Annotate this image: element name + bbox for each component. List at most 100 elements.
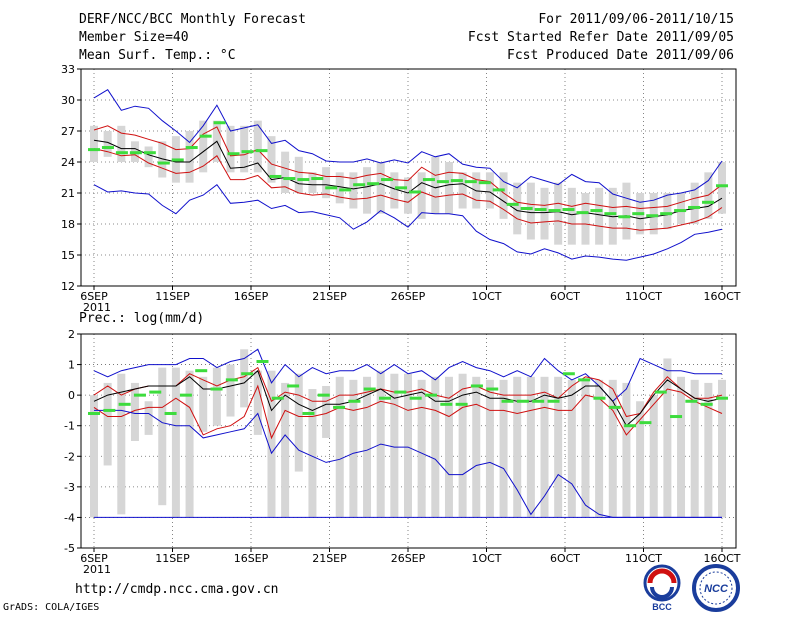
prec-ensemble-box xyxy=(240,349,249,408)
prec-ensemble-box xyxy=(458,373,467,518)
prec-median-dash xyxy=(547,399,560,403)
prec-upper-spread-line xyxy=(93,366,723,418)
temp-xtick-label: 11OCT xyxy=(625,290,662,303)
temp-median-dash xyxy=(576,211,589,215)
temp-minimum-line xyxy=(93,183,723,261)
temp-median-dash xyxy=(674,209,687,213)
prec-median-dash xyxy=(348,399,361,403)
prec-median-dash xyxy=(103,408,116,412)
temp-ensemble-box xyxy=(567,187,576,245)
temp-median-dash xyxy=(618,215,631,219)
temp-xtick-label: 21SEP xyxy=(312,290,347,303)
temp-xtick-label: 16SEP xyxy=(234,290,269,303)
temp-ensemble-mean-line xyxy=(93,139,723,220)
prec-ensemble-box xyxy=(281,382,290,518)
prec-median-dash xyxy=(593,396,606,400)
prec-median-dash xyxy=(501,399,514,403)
temp-xtick-label: 1OCT xyxy=(471,290,501,303)
bcc-logo-text: BCC xyxy=(652,602,672,612)
temp-ensemble-box xyxy=(417,172,426,219)
prec-ensemble-box xyxy=(103,382,112,466)
temp-xtick-label: 11SEP xyxy=(155,290,190,303)
forecast-period: For 2011/09/06-2011/10/15 xyxy=(538,12,734,27)
prec-median-dash xyxy=(670,415,683,419)
temp-ensemble-box xyxy=(322,167,331,199)
prec-median-dash xyxy=(225,378,238,382)
prec-median-dash xyxy=(302,411,315,415)
temp-xtick-label: 6OCT xyxy=(550,290,580,303)
temp-ensemble-box xyxy=(526,182,535,240)
temp-ensemble-box xyxy=(513,182,522,235)
temp-median-dash xyxy=(213,121,226,125)
temp-ensemble-box xyxy=(294,156,303,193)
temp-median-dash xyxy=(716,184,728,188)
temp-ytick-label: 12 xyxy=(61,280,75,293)
temp-ensemble-box xyxy=(185,131,194,183)
temp-median-dash xyxy=(520,207,533,210)
prec-ensemble-box xyxy=(513,376,522,518)
temp-xtick-label: 16OCT xyxy=(703,290,740,303)
temp-ensemble-box xyxy=(103,131,112,157)
temp-ensemble-box xyxy=(144,146,153,168)
prec-median-dash xyxy=(654,390,667,394)
temp-median-dash xyxy=(702,200,715,204)
temp-ytick-label: 24 xyxy=(61,156,75,169)
ncc-logo: NCC xyxy=(692,564,740,612)
temp-median-dash xyxy=(506,202,519,206)
temp-median-dash xyxy=(227,152,240,156)
source-url: http://cmdp.ncc.cma.gov.cn xyxy=(75,582,279,597)
prec-ensemble-box xyxy=(417,379,426,518)
temp-ensemble-box xyxy=(499,172,508,219)
prec-ensemble-box xyxy=(185,370,194,518)
temp-ytick-label: 33 xyxy=(61,63,75,76)
temp-median-dash xyxy=(88,148,100,152)
prec-ytick-label: -4 xyxy=(64,511,75,524)
temp-median-dash xyxy=(115,151,128,155)
prec-ensemble-mean-line xyxy=(93,369,723,427)
temp-ensemble-box xyxy=(349,172,358,209)
temp-xtick-label: 26SEP xyxy=(391,290,426,303)
temp-median-dash xyxy=(353,183,366,187)
temp-median-dash xyxy=(408,190,421,194)
temp-ensemble-box xyxy=(485,172,494,209)
prec-xtick-label: 11SEP xyxy=(155,552,190,565)
prec-xtick-label: 11OCT xyxy=(625,552,662,565)
temp-median-dash xyxy=(534,208,547,212)
temp-ytick-label: 27 xyxy=(61,125,75,138)
prec-panel-title: Prec.: log(mm/d) xyxy=(79,311,204,326)
prec-ensemble-box xyxy=(90,395,98,518)
prec-median-dash xyxy=(639,421,652,425)
prec-ensemble-box xyxy=(308,389,317,518)
prec-median-dash xyxy=(379,396,392,400)
temp-ensemble-box xyxy=(281,151,290,193)
temp-median-dash xyxy=(325,186,338,190)
prec-median-dash xyxy=(210,387,223,391)
temp-median-dash xyxy=(255,149,268,153)
member-size: Member Size=40 xyxy=(79,30,189,45)
temp-ytick-label: 15 xyxy=(61,249,75,262)
temp-ensemble-box xyxy=(431,156,440,214)
prec-median-dash xyxy=(532,399,545,403)
prec-median-dash xyxy=(333,405,346,409)
temp-xtick-year: 2011 xyxy=(83,301,111,314)
prec-median-dash xyxy=(455,402,468,406)
prec-median-dash xyxy=(88,411,100,415)
temp-ytick-label: 21 xyxy=(61,187,75,200)
prec-ensemble-box xyxy=(649,395,658,518)
temp-median-dash xyxy=(646,214,659,218)
temp-upper-spread-line xyxy=(93,125,723,210)
temp-ytick-label: 30 xyxy=(61,94,75,107)
temp-ensemble-box xyxy=(690,182,699,224)
prec-median-dash xyxy=(578,378,591,382)
prec-median-dash xyxy=(394,390,407,394)
temp-median-dash xyxy=(422,178,435,182)
prec-ensemble-box xyxy=(267,370,276,518)
temp-ensemble-box xyxy=(622,182,631,240)
temp-median-dash xyxy=(241,150,254,154)
temp-ensemble-box xyxy=(649,193,658,235)
prec-ensemble-box xyxy=(472,376,481,518)
prec-ensemble-box xyxy=(226,364,235,417)
prec-ytick-label: -3 xyxy=(64,481,75,494)
prec-ensemble-box xyxy=(117,373,126,515)
temp-median-dash xyxy=(199,134,212,138)
